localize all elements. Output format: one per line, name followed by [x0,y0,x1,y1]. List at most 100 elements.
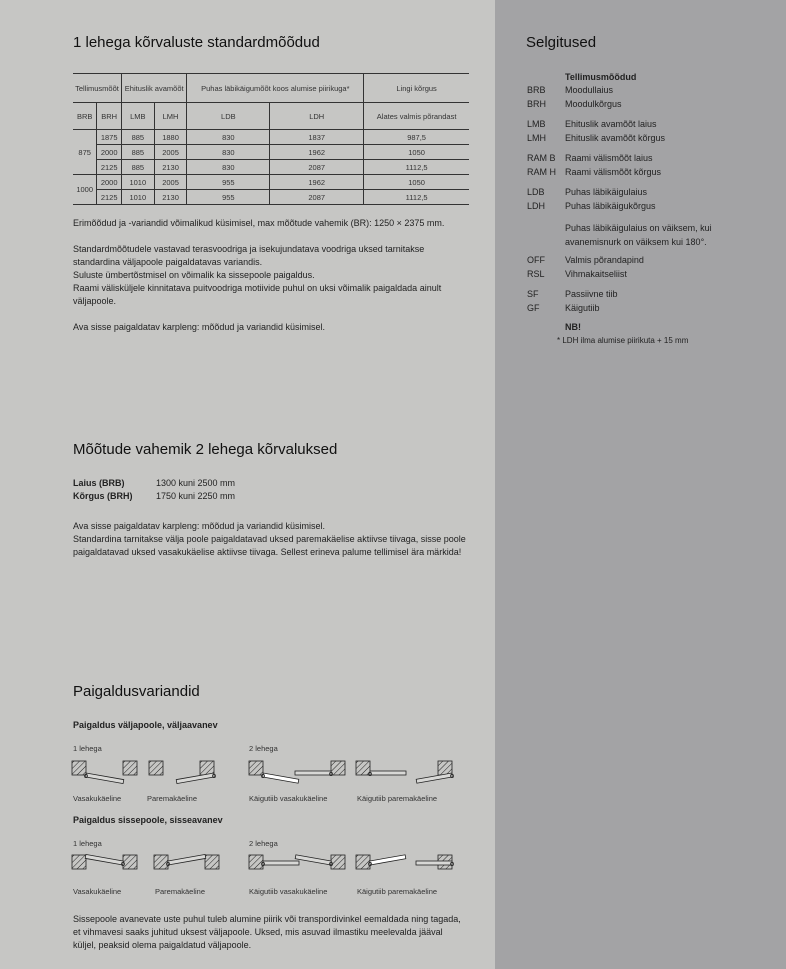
paragraph: Standardina tarnitakse välja poole paiga… [73,534,466,557]
hinge-icon [368,862,372,866]
wall-icon [248,760,264,776]
wall-icon [355,854,371,870]
hinge-icon [329,862,333,866]
wall-icon [153,854,169,870]
cell: 1050 [363,174,469,190]
footnote: * LDH ilma alumise piirikuta + 15 mm [557,336,689,345]
label: 2 lehega [249,744,278,753]
wall-icon [122,760,138,776]
legend-value: Ehituslik avamõõt kõrgus [565,133,666,143]
legend-value: Ehituslik avamõõt laius [565,119,657,129]
cell: 1962 [269,174,364,190]
door-leaf-icon [85,772,125,785]
label: 1 lehega [73,839,102,848]
wall-icon [71,760,87,776]
door-diagram [153,853,220,870]
legend-value: Vihmakaitseliist [565,269,627,279]
door-leaf-icon [167,853,207,866]
cell: 2125 [96,159,122,175]
section-title: 1 lehega kõrvaluste standardmõõdud [73,34,320,51]
cell: 1875 [96,129,122,145]
legend-key: RAM H [527,167,556,177]
cell: 955 [186,174,270,190]
cell: 2130 [153,159,187,175]
paragraph: Suluste ümbertõstmisel on võimalik ka si… [73,270,315,280]
label: 1 lehega [73,744,102,753]
caption: Käigutiib paremakäeline [357,887,438,896]
subsection-title: Paigaldus väljapoole, väljaavanev [73,720,218,730]
door-diagram [248,760,346,784]
paragraph: Standardmõõtudele vastavad terasvoodriga… [73,244,425,267]
legend-key: RAM B [527,153,556,163]
spec-value: 1300 kuni 2500 mm [156,478,236,488]
door-leaf-icon [262,772,300,784]
wall-icon [204,854,220,870]
cell: 885 [120,129,155,145]
legend-key: LMH [527,133,547,143]
table-row: 1000 2000 1010 2005 955 1962 1050 [73,174,469,205]
legend-heading: Tellimusmõõdud [565,72,637,82]
legend-key: OFF [527,255,545,265]
hinge-icon [166,862,170,866]
caption: Käigutiib vasakukäeline [249,794,328,803]
cell: 1010 [120,189,155,205]
cell-brb: 1000 [73,174,97,205]
hinge-icon [261,774,265,778]
th: Lingi kõrgus [363,73,469,103]
door-leaf-icon [415,772,453,784]
cell: 2005 [153,144,187,160]
door-leaf-icon [294,770,332,776]
cell: 2130 [153,189,187,205]
dimensions-table: Tellimusmõõt Ehituslik avamõõt Puhas läb… [73,73,469,205]
cell: 2000 [96,144,122,160]
cell: 2087 [269,189,364,205]
cell: 987,5 [363,129,469,145]
spec-label: Laius (BRB) [73,478,125,488]
spec-label: Kõrgus (BRH) [73,491,133,501]
wall-icon [330,760,346,776]
section-title: Paigaldusvariandid [73,683,200,700]
cell: 885 [120,159,155,175]
caption: Käigutiib paremakäeline [357,794,438,803]
cell: 1962 [269,144,364,160]
door-diagram [248,854,346,870]
cell: 2087 [269,159,364,175]
paragraph: Raami välisküljele kinnitatava puitvoodr… [73,283,442,306]
wall-icon [122,854,138,870]
cell-brb: 875 [73,129,97,175]
hinge-icon [450,774,454,778]
cell: 1010 [120,174,155,190]
legend-value: Käigutiib [565,303,600,313]
cell: 830 [186,159,270,175]
door-leaf-icon [262,860,300,866]
cell: 830 [186,129,270,145]
door-diagram [71,760,138,785]
door-leaf-icon [294,854,332,866]
legend-key: BRH [527,99,547,109]
table-row: 2125 1010 2130 955 2087 1112,5 [73,189,469,205]
caption: Vasakukäeline [73,887,122,896]
legend-value: Passiivne tiib [565,289,618,299]
caption: Vasakukäeline [73,794,122,803]
column-header: LMH [153,102,187,130]
th: Tellimusmõõt [73,73,122,103]
cell: 955 [186,189,270,205]
legend-key: SF [527,289,539,299]
th: Puhas läbikäigumõõt koos alumise piiriku… [186,73,364,103]
legend-value: Puhas läbikäigukõrgus [565,201,656,211]
paragraph: Erimõõdud ja -variandid võimalikud küsim… [73,218,445,228]
cell: 1112,5 [363,159,469,175]
legend-note: Puhas läbikäigulaius on väiksem, kui ava… [565,223,712,247]
cell: 1050 [363,144,469,160]
paragraph: Ava sisse paigaldatav karpleng: mõõdud j… [73,521,325,531]
wall-icon [148,760,164,776]
cell: 2005 [153,174,187,190]
legend-value: Moodullaius [565,85,614,95]
hinge-icon [261,862,265,866]
column-header: LDH [269,102,364,130]
table-row: 2000 885 2005 830 1962 1050 [73,144,469,160]
door-leaf-icon [369,854,407,866]
legend-key: LDB [527,187,545,197]
column-header: BRB [73,102,97,130]
legend-value: Puhas läbikäigulaius [565,187,648,197]
